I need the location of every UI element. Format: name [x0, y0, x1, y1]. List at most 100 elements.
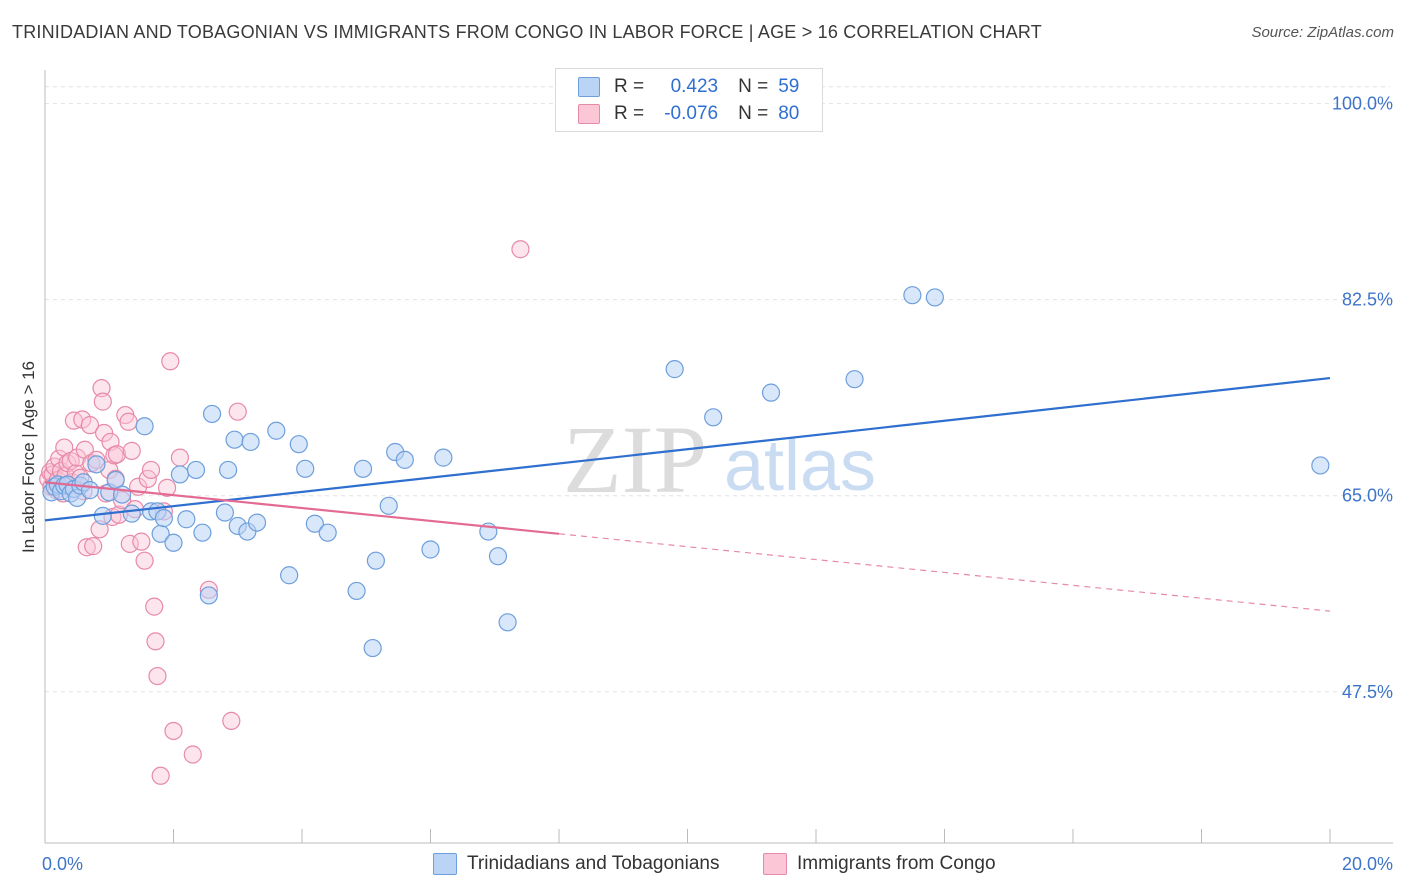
x-tick-label: 20.0%: [1342, 854, 1393, 874]
trinidadian-point: [93, 506, 112, 525]
congo-point: [135, 551, 154, 570]
trinidadian-point: [761, 383, 781, 402]
congo-point: [119, 412, 138, 431]
congo-point: [107, 445, 127, 464]
trinidadian-point: [347, 581, 366, 601]
trinidadian-point: [219, 460, 238, 480]
congo-point: [148, 666, 167, 686]
trinidadian-point: [1311, 456, 1330, 475]
r-label: R =: [614, 76, 645, 97]
congo-point: [132, 532, 151, 551]
stats-row-blue: R = 0.423 N = 59: [578, 75, 799, 99]
congo-point: [151, 766, 170, 785]
trinidadian-point: [434, 448, 453, 467]
n-label: N =: [738, 76, 769, 97]
congo-point: [157, 478, 177, 497]
trinidadian-point: [280, 566, 299, 585]
congo-point: [80, 416, 100, 435]
trinidadian-point: [903, 286, 922, 305]
trinidadian-point: [267, 421, 286, 440]
legend-item-congo: Immigrants from Congo: [763, 851, 996, 877]
congo-point: [511, 240, 530, 259]
r-label: R =: [614, 103, 645, 124]
congo-point: [92, 379, 111, 398]
stats-row-pink: R = -0.076 N = 80: [578, 102, 799, 126]
y-tick-label: 100.0%: [1332, 94, 1393, 114]
congo-point: [145, 597, 164, 616]
trinidadian-point: [199, 586, 218, 605]
trinidadian-point: [154, 509, 173, 528]
trinidadian-point: [498, 613, 517, 632]
legend-label: Immigrants from Congo: [797, 853, 996, 874]
congo-point: [164, 721, 183, 741]
congo-point: [183, 745, 202, 764]
trinidadian-point: [363, 638, 382, 658]
grid: [45, 86, 1390, 693]
trinidadian-point: [305, 514, 324, 533]
trinidadian-point: [353, 459, 373, 478]
trinidadian-point: [186, 460, 206, 480]
n-value: 80: [778, 103, 800, 124]
n-value: 59: [778, 76, 800, 97]
congo-point: [77, 538, 96, 557]
y-tick-label: 47.5%: [1342, 682, 1393, 702]
blue-swatch-icon: [578, 77, 600, 97]
trinidadian-point: [289, 435, 308, 454]
legend-label: Trinidadians and Tobagonians: [467, 853, 720, 874]
correlation-stats-box: R = 0.423 N = 59 R = -0.076 N = 80: [555, 68, 823, 132]
r-value: 0.423: [670, 76, 719, 97]
axes: [44, 70, 1393, 844]
trinidadian-point: [421, 540, 440, 559]
y-tick-label: 82.5%: [1342, 290, 1393, 310]
congo-point: [222, 711, 241, 730]
trinidadian-point: [202, 404, 222, 424]
watermark-atlas: atlas: [724, 426, 876, 506]
trinidadian-point: [247, 513, 267, 532]
trinidadian-point: [925, 288, 944, 307]
trinidadian-point: [177, 510, 196, 529]
y-tick-label: 65.0%: [1342, 486, 1393, 506]
trinidadian-point: [488, 547, 508, 566]
x-tick-label: 0.0%: [42, 854, 83, 874]
trinidadian-point: [704, 408, 723, 427]
congo-point: [146, 632, 165, 651]
trinidadian-point: [241, 432, 260, 452]
trinidadian-trend-line: [44, 376, 1331, 522]
congo-point: [161, 352, 180, 371]
legend-blue-swatch-icon: [433, 853, 457, 875]
trinidadian-point: [215, 503, 234, 522]
trinidadian-point: [318, 523, 337, 542]
trinidadian-point: [665, 360, 684, 379]
pink-swatch-icon: [578, 104, 600, 124]
watermark: ZIP atlas: [563, 406, 876, 513]
trinidadian-point: [395, 450, 414, 469]
legend-pink-swatch-icon: [763, 853, 787, 875]
congo-point: [170, 448, 190, 467]
congo-point: [95, 423, 114, 443]
congo-trend-extension: [558, 533, 1331, 612]
trinidadian-point: [379, 496, 398, 515]
trinidadian-point: [80, 481, 100, 500]
n-label: N =: [738, 103, 769, 124]
trend-lines: [44, 376, 1331, 612]
congo-point: [228, 402, 247, 421]
trinidadian-point: [135, 417, 154, 436]
trinidadian-point: [193, 523, 212, 542]
trinidadian-point: [164, 533, 183, 552]
congo-point: [84, 537, 103, 556]
trinidadian-point: [87, 455, 106, 474]
trinidadian-point: [225, 430, 244, 449]
trinidadian-point: [366, 551, 385, 570]
congo-trend-line: [44, 481, 560, 535]
chart-title: TRINIDADIAN AND TOBAGONIAN VS IMMIGRANTS…: [12, 22, 1042, 42]
source-label: Source: ZipAtlas.com: [1251, 24, 1394, 41]
data-points: [39, 240, 1330, 785]
legend-item-trinidadians: Trinidadians and Tobagonians: [433, 851, 719, 877]
trinidadian-point: [170, 465, 190, 484]
trinidadian-point: [845, 370, 864, 389]
r-value: -0.076: [664, 103, 719, 124]
congo-point: [93, 392, 112, 411]
trinidadian-point: [296, 459, 315, 478]
congo-point: [122, 441, 141, 460]
